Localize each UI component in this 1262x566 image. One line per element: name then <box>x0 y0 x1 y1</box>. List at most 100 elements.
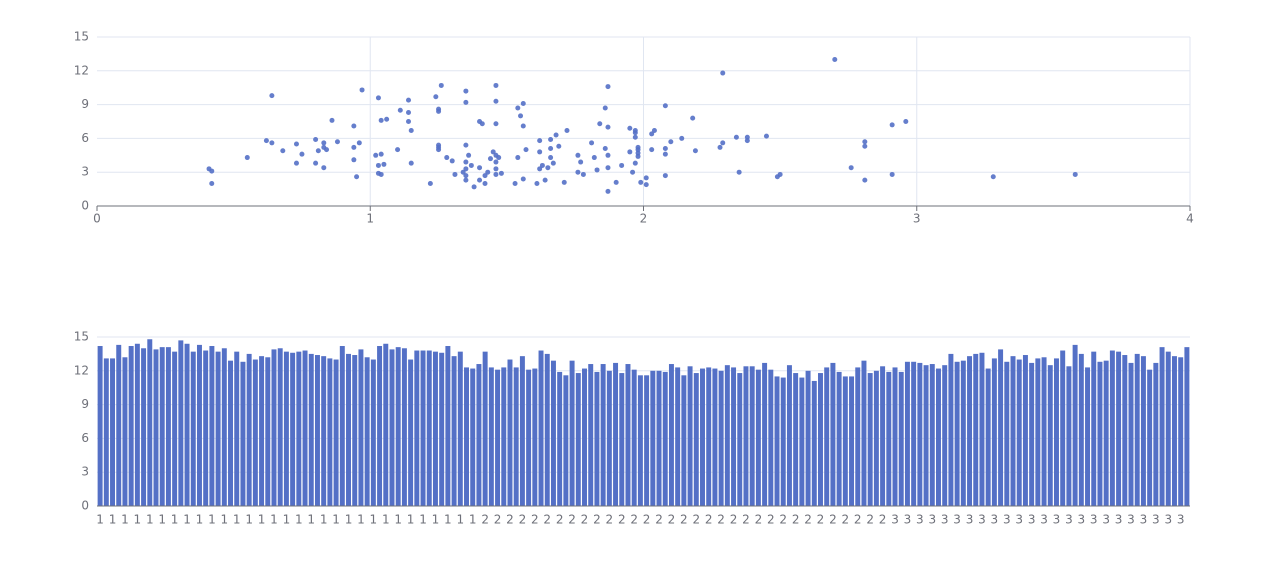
bar <box>420 350 426 506</box>
bar <box>464 367 469 506</box>
x-tick-label: 1 <box>419 513 427 527</box>
bar <box>147 339 153 506</box>
bar <box>681 375 687 506</box>
point <box>605 124 611 130</box>
bar <box>165 347 171 506</box>
bar <box>333 359 339 506</box>
point <box>477 165 483 171</box>
bar <box>426 350 432 506</box>
bar <box>1140 356 1146 506</box>
point <box>280 148 286 154</box>
bar <box>321 356 327 506</box>
point <box>444 155 450 161</box>
point <box>468 162 474 168</box>
bar <box>215 351 221 506</box>
point <box>329 117 335 123</box>
point <box>493 159 499 165</box>
point <box>605 152 611 158</box>
point <box>662 103 668 109</box>
x-tick-label: 1 <box>370 513 378 527</box>
x-tick-label: 1 <box>432 513 440 527</box>
point <box>605 188 611 194</box>
bar <box>538 350 544 506</box>
x-tick-label: 1 <box>382 513 390 527</box>
x-tick-label: 2 <box>829 513 837 527</box>
bar <box>793 373 799 506</box>
x-tick-label: 1 <box>345 513 353 527</box>
bar <box>762 362 768 506</box>
x-tick-label: 2 <box>692 513 700 527</box>
bar <box>743 366 749 506</box>
bar <box>619 373 625 506</box>
point <box>493 166 499 172</box>
point <box>602 105 608 111</box>
bar <box>985 368 991 506</box>
point <box>736 169 742 175</box>
x-tick-label: 3 <box>1177 513 1185 527</box>
x-tick-label: 3 <box>1028 513 1036 527</box>
point <box>632 134 638 140</box>
point <box>635 153 641 159</box>
x-tick-label: 2 <box>866 513 874 527</box>
bar <box>786 365 792 506</box>
point <box>662 151 668 157</box>
point <box>520 123 526 129</box>
point <box>351 123 357 129</box>
point <box>602 146 608 152</box>
point <box>597 121 603 127</box>
point <box>493 171 499 177</box>
bar <box>588 364 594 506</box>
bar <box>116 344 122 506</box>
point <box>903 119 909 124</box>
bar <box>482 351 488 506</box>
point <box>556 143 562 149</box>
point <box>515 105 521 111</box>
bar <box>613 362 619 506</box>
point <box>534 180 540 186</box>
bar <box>830 362 836 506</box>
point <box>627 149 633 155</box>
x-tick-label: 2 <box>680 513 688 527</box>
point <box>463 166 469 172</box>
bar <box>867 373 873 506</box>
x-tick-label: 2 <box>606 513 614 527</box>
bar <box>383 343 389 506</box>
bar <box>550 360 556 506</box>
point <box>209 180 215 186</box>
y-tick-label: 12 <box>74 363 89 377</box>
point <box>490 149 496 155</box>
x-tick-label: 2 <box>668 513 676 527</box>
point <box>518 113 524 119</box>
point <box>651 128 657 134</box>
x-tick-label: 1 <box>295 513 303 527</box>
x-tick-label: 3 <box>1164 513 1172 527</box>
bar <box>849 376 855 506</box>
x-tick-label: 2 <box>531 513 539 527</box>
bar <box>973 353 979 506</box>
bar <box>563 375 569 506</box>
point <box>575 152 581 158</box>
point <box>315 148 321 154</box>
bar <box>606 370 612 506</box>
point <box>321 140 327 146</box>
point <box>575 169 581 175</box>
point <box>548 146 554 152</box>
point <box>408 128 414 134</box>
x-tick-label: 1 <box>171 513 179 527</box>
bar <box>445 346 451 506</box>
bar <box>1116 351 1122 506</box>
bar <box>929 364 935 506</box>
x-tick-label: 2 <box>804 513 812 527</box>
bar <box>569 360 575 506</box>
bar <box>451 356 457 506</box>
bar <box>979 352 985 506</box>
point <box>643 182 649 188</box>
bar <box>1103 360 1109 506</box>
bar <box>998 349 1004 506</box>
point <box>408 160 414 166</box>
point <box>463 177 469 183</box>
bar <box>103 358 109 506</box>
bar <box>818 373 823 506</box>
bar <box>700 368 705 506</box>
x-tick-label: 4 <box>1186 212 1194 226</box>
